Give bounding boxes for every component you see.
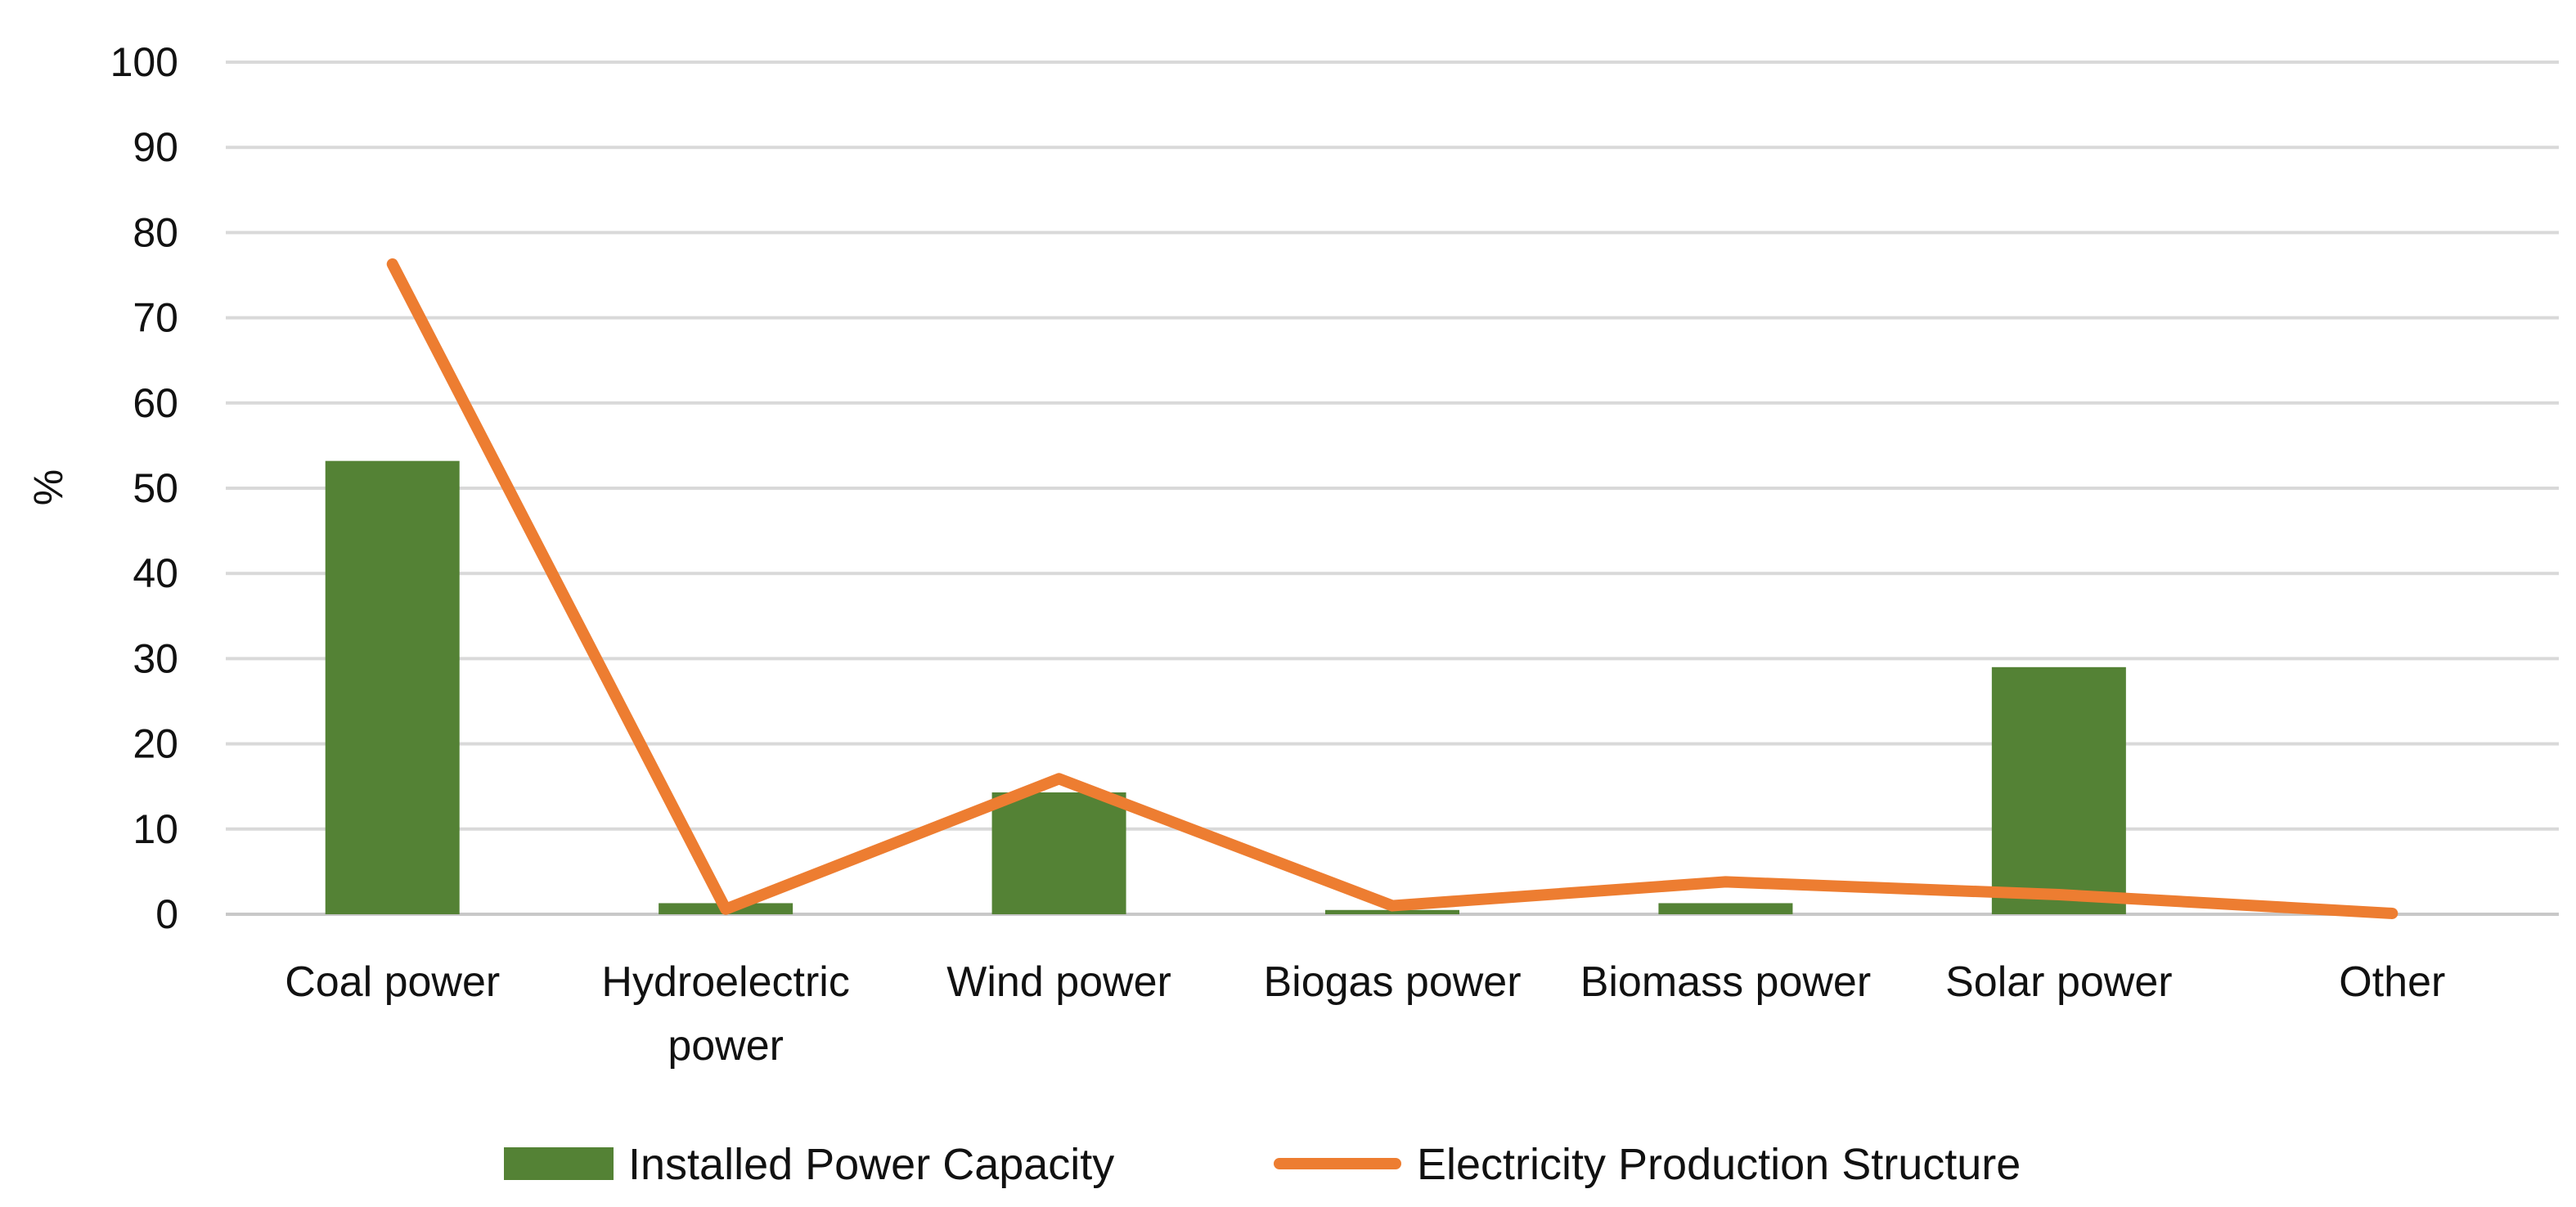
bar-series <box>325 460 2126 914</box>
y-tick-label: 20 <box>133 721 178 767</box>
y-tick-label: 0 <box>155 891 178 937</box>
x-tick-label: Solar power <box>1945 958 2172 1006</box>
line-point <box>2391 913 2393 914</box>
bar <box>325 460 460 914</box>
x-tick-label: Biomass power <box>1580 958 1871 1006</box>
y-tick-label: 100 <box>110 39 178 85</box>
y-tick-label: 70 <box>133 295 178 341</box>
bar <box>1658 903 1793 914</box>
y-axis-title: % <box>25 469 71 505</box>
gridlines <box>226 61 2559 916</box>
series-line <box>386 258 2398 919</box>
bar <box>1991 666 2126 914</box>
y-tick-label: 30 <box>133 635 178 681</box>
x-tick-label: Hydroelectric power <box>601 958 849 1070</box>
legend-label-line: Electricity Production Structure <box>1417 1140 2021 1189</box>
y-tick-label: 80 <box>133 209 178 255</box>
y-tick-label: 10 <box>133 806 178 852</box>
y-axis-ticks: 0 10 20 30 40 50 60 70 80 90 100 <box>110 39 178 937</box>
line-point <box>392 263 393 265</box>
line-series <box>386 258 2398 919</box>
y-tick-label: 40 <box>133 550 178 596</box>
legend-label-bar: Installed Power Capacity <box>628 1140 1114 1189</box>
line-point <box>1391 905 1393 907</box>
y-tick-label: 60 <box>133 380 178 426</box>
line-point <box>2058 894 2060 895</box>
y-tick-label: 90 <box>133 124 178 170</box>
legend: Installed Power Capacity Electricity Prod… <box>504 1140 2021 1189</box>
bar <box>991 792 1126 914</box>
x-tick-label: Biogas power <box>1263 958 1521 1006</box>
x-tick-label: Wind power <box>946 958 1171 1006</box>
line-point <box>1059 778 1060 779</box>
x-tick-label: Coal power <box>285 958 500 1006</box>
bar <box>1325 909 1459 914</box>
legend-swatch-bar <box>504 1147 614 1180</box>
line-point <box>725 909 726 910</box>
y-tick-label: 50 <box>133 465 178 511</box>
x-axis-categories: Coal power Hydroelectric power Wind power Bi… <box>285 958 2445 1070</box>
line-point <box>1724 881 1726 882</box>
x-tick-label: Other <box>2339 958 2445 1006</box>
